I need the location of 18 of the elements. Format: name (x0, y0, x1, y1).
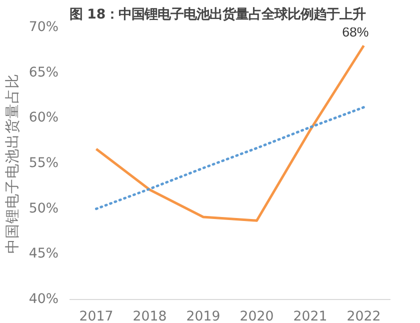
x-tick-label: 2020 (240, 310, 274, 323)
y-tick-label: 55% (28, 156, 58, 171)
y-tick-label: 40% (28, 292, 58, 307)
x-tick-label: 2021 (293, 310, 328, 323)
data-label: 68% (342, 24, 369, 40)
y-axis-title: 中国锂电子电池出货量占比 (4, 74, 21, 254)
y-tick-label: 60% (28, 110, 58, 126)
line-series (95, 106, 365, 210)
y-tick-label: 50% (28, 201, 58, 216)
y-tick-label: 45% (28, 246, 58, 262)
x-tick-label: 2018 (132, 310, 167, 323)
chart-title: 图 18：中国锂电子电池出货量占全球比例趋于上升 (70, 6, 366, 22)
x-tick-label: 2022 (346, 310, 381, 323)
line-series (95, 44, 365, 222)
y-tick-label: 65% (28, 65, 58, 80)
x-tick-label: 2019 (186, 310, 220, 323)
y-tick-label: 70% (28, 20, 58, 35)
x-tick-label: 2017 (79, 310, 114, 323)
